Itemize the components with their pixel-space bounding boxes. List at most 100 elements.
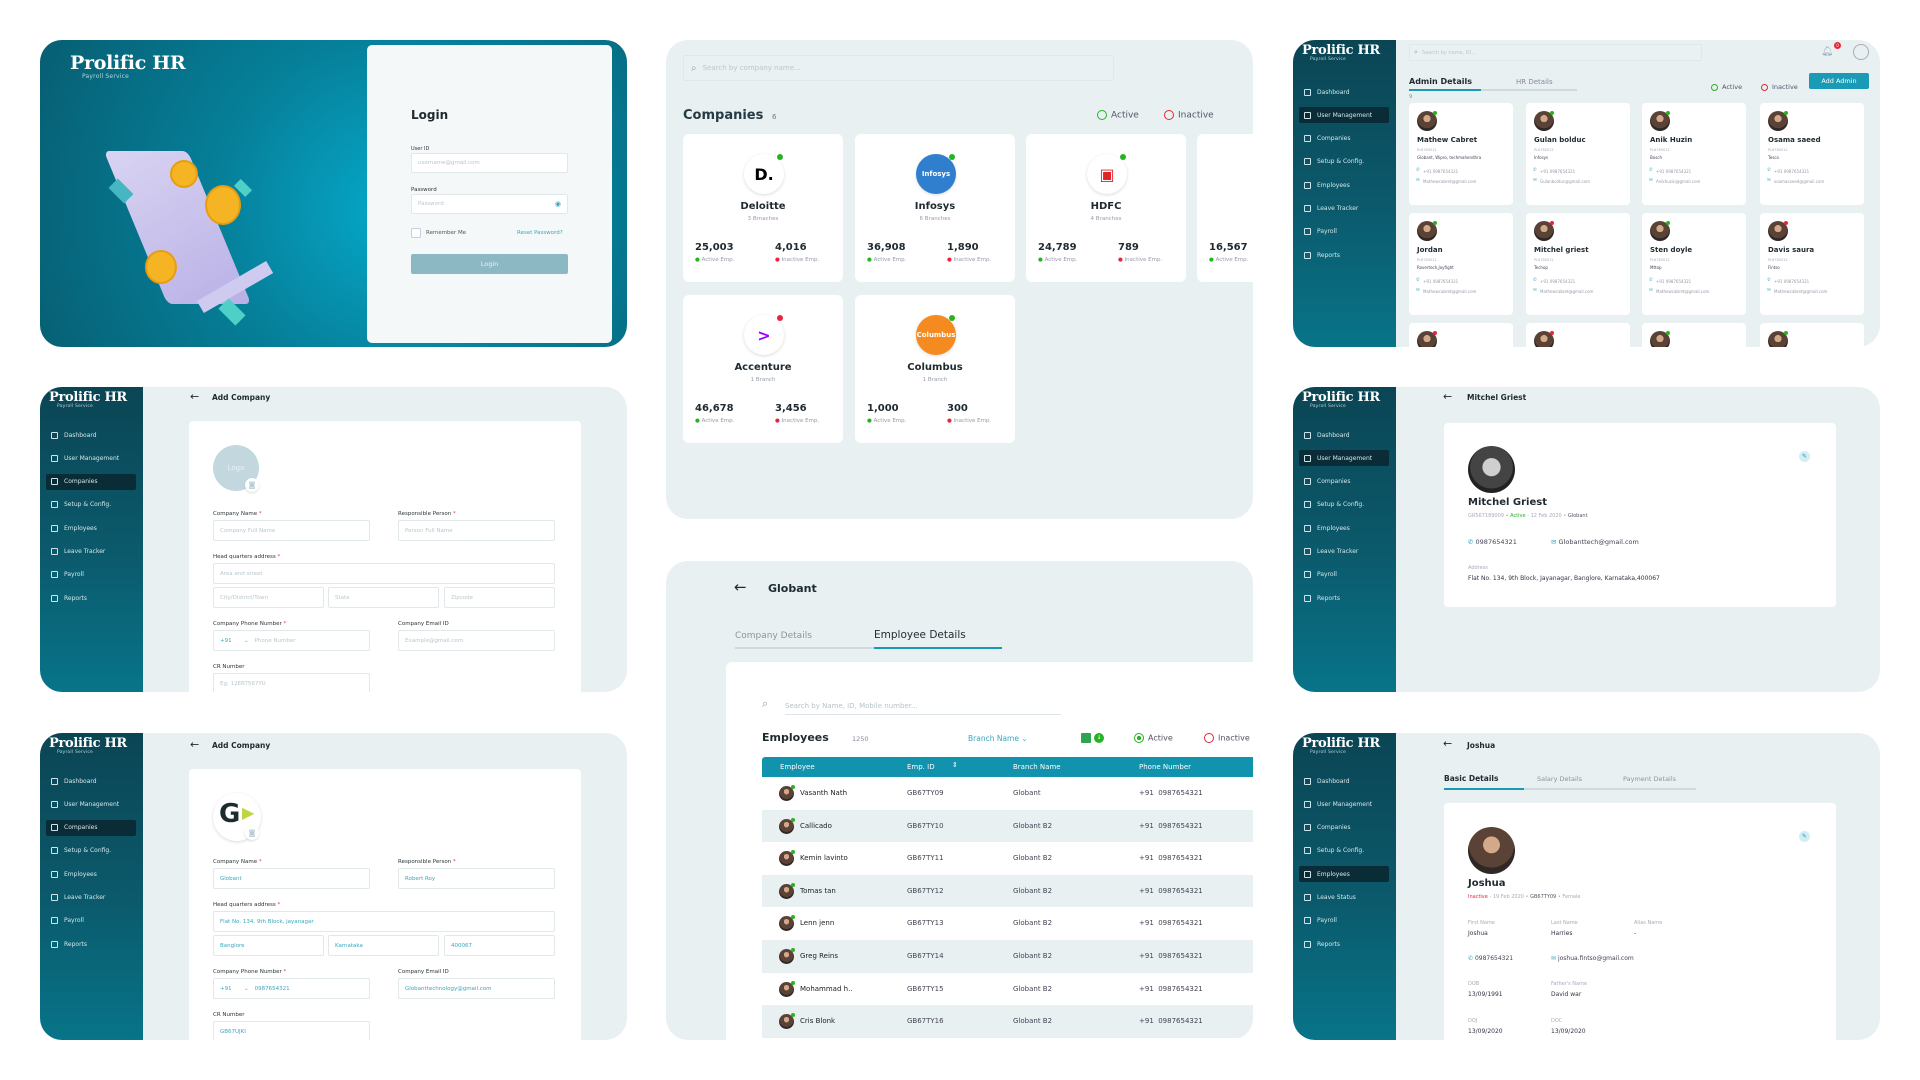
admin-card[interactable]: Gulan bolduc PL6780012 Infosys ✆ +91 0987654… [1526, 103, 1630, 205]
tab-admin-details[interactable]: Admin Details [1409, 77, 1473, 86]
table-row[interactable]: Tomas tan GB67TY12 Globant B2 +91 098765432… [762, 874, 1253, 908]
tab-payment-details[interactable]: Payment Details [1623, 775, 1677, 783]
back-arrow-icon[interactable]: ← [1443, 737, 1453, 750]
back-arrow-icon[interactable]: ← [1443, 390, 1453, 403]
sidebar-item-reports[interactable]: Reports [1299, 936, 1389, 952]
sidebar-item-leave-tracker[interactable]: Leave Tracker [1299, 201, 1389, 217]
table-row[interactable]: Callicado GB67TY10 Globant B2 +91 098765432… [762, 809, 1253, 843]
column-branch-name[interactable]: Branch Name [1013, 763, 1061, 771]
phone-input[interactable]: Phone Number [254, 637, 296, 644]
camera-icon[interactable]: ◙ [245, 478, 259, 492]
eye-icon[interactable]: ◉ [554, 200, 561, 208]
reset-password-link[interactable]: Reset Password? [517, 230, 563, 236]
table-row[interactable]: Vasanth Nath GB67TY09 Globant +91 098765432… [762, 777, 1253, 810]
employee-search-input[interactable]: Search by Name, ID, Mobile number... [785, 702, 1061, 715]
tab-company-details[interactable]: Company Details [735, 631, 812, 641]
admin-card[interactable]: Sten doyle PL6780012 Mttop ✆ +91 0987654321 ✉… [1642, 213, 1746, 315]
sidebar-item-payroll[interactable]: Payroll [1299, 567, 1389, 583]
sidebar-item-dashboard[interactable]: Dashboard [46, 773, 136, 789]
sidebar-item-payroll[interactable]: Payroll [1299, 224, 1389, 240]
filter-active[interactable]: Active [1097, 110, 1139, 121]
sidebar-item-user-management[interactable]: User Management [1299, 796, 1389, 812]
sidebar-item-leave-tracker[interactable]: Leave Tracker [46, 890, 136, 906]
sort-icon[interactable]: ⇕ [952, 761, 958, 769]
sidebar-item-dashboard[interactable]: Dashboard [1299, 773, 1389, 789]
table-row[interactable]: Mohammad h.. GB67TY15 Globant B2 +91 098765… [762, 972, 1253, 1006]
sidebar-item-companies[interactable]: Companies [1299, 820, 1389, 836]
branch-filter-dropdown[interactable]: Branch Name ⌄ [968, 734, 1028, 743]
sidebar-item-employees[interactable]: Employees [1299, 866, 1389, 883]
sidebar-item-payroll[interactable]: Payroll [1299, 913, 1389, 929]
admin-card[interactable] [1642, 323, 1746, 347]
phone-input[interactable]: 0987654321 [254, 985, 290, 992]
table-row[interactable]: Lenn jenn GB67TY13 Globant B2 +91 098765432… [762, 907, 1253, 940]
sidebar-item-dashboard[interactable]: Dashboard [46, 427, 136, 443]
table-row[interactable]: Greg Reins GB67TY14 Globant B2 +91 09876543… [762, 940, 1253, 973]
login-button[interactable]: Login [411, 254, 568, 274]
city-input[interactable]: City/District/Town [213, 587, 324, 608]
cr-number-input[interactable]: Eg: 12ERT567YU [213, 673, 370, 692]
back-arrow-icon[interactable]: ← [190, 738, 200, 751]
sidebar-item-user-management[interactable]: User Management [46, 450, 136, 466]
password-input[interactable]: Password ◉ [411, 194, 568, 214]
admin-card[interactable]: Mitchel griest PL6780012 Techop ✆ +91 098765… [1526, 213, 1630, 315]
country-code-select[interactable]: +91 [220, 637, 232, 644]
state-input[interactable]: Karnataka [328, 935, 439, 956]
sidebar-item-setup-config[interactable]: Setup & Config. [46, 497, 136, 513]
company-card[interactable]: ▣ HDFC 4 Branches 24,789 ● Active Emp. 789 ● I… [1026, 134, 1186, 282]
sidebar-item-setup-config[interactable]: Setup & Config. [1299, 843, 1389, 859]
column-emp-id[interactable]: Emp. ID [907, 763, 935, 771]
admin-card[interactable]: Jordan PL6780012 Rovertech,Joyfight ✆ +91 09… [1409, 213, 1513, 315]
tab-hr-details[interactable]: HR Details [1516, 78, 1553, 86]
download-icon[interactable]: ↓ [1094, 733, 1104, 743]
responsible-person-input[interactable]: Person Full Name [398, 520, 555, 541]
sidebar-item-setup-config[interactable]: Setup & Config. [1299, 497, 1389, 513]
company-card[interactable]: Infosys Infosys 6 Branches 36,908 ● Active E… [855, 134, 1015, 282]
profile-avatar-icon[interactable] [1853, 44, 1869, 60]
sidebar-item-user-management[interactable]: User Management [1299, 107, 1389, 124]
street-input[interactable]: Area and street [213, 563, 555, 584]
company-card[interactable]: > Accenture 1 Branch 46,678 ● Active Emp. 3,4… [683, 295, 843, 443]
sidebar-item-employees[interactable]: Employees [46, 520, 136, 536]
sidebar-item-reports[interactable]: Reports [46, 590, 136, 606]
add-admin-button[interactable]: Add Admin [1809, 73, 1869, 89]
state-input[interactable]: State [328, 587, 439, 608]
cr-number-input[interactable]: GB67UJKI [213, 1021, 370, 1040]
sidebar-item-leave-tracker[interactable]: Leave Tracker [1299, 544, 1389, 560]
edit-icon[interactable]: ✎ [1799, 451, 1810, 462]
sidebar-item-employees[interactable]: Employees [46, 866, 136, 882]
edit-icon[interactable]: ✎ [1799, 831, 1810, 842]
company-email-input[interactable]: Example@gmail.com [398, 630, 555, 651]
sidebar-item-setup-config[interactable]: Setup & Config. [1299, 154, 1389, 170]
city-input[interactable]: Banglore [213, 935, 324, 956]
sidebar-item-payroll[interactable]: Payroll [46, 913, 136, 929]
filter-active[interactable]: Active [1134, 733, 1173, 743]
back-arrow-icon[interactable]: ← [190, 390, 200, 403]
company-card[interactable]: D. Deloitte 3 Brnaches 25,003 ● Active Emp. 4… [683, 134, 843, 282]
sidebar-item-companies[interactable]: Companies [46, 819, 136, 836]
filter-active[interactable]: Active [1711, 83, 1742, 91]
admin-card[interactable] [1760, 323, 1864, 347]
company-card[interactable]: 16,567 ● Active Emp. [1197, 134, 1253, 282]
sidebar-item-payroll[interactable]: Payroll [46, 567, 136, 583]
tab-salary-details[interactable]: Salary Details [1537, 775, 1583, 783]
street-input[interactable]: Flat No. 134, 9th Block, jayanagar [213, 911, 555, 932]
user-id-input[interactable]: username@gmail.com [411, 153, 568, 173]
sidebar-item-setup-config[interactable]: Setup & Config. [46, 843, 136, 859]
sidebar-item-dashboard[interactable]: Dashboard [1299, 427, 1389, 443]
sidebar-item-companies[interactable]: Companies [1299, 131, 1389, 147]
admin-card[interactable]: Anik Huzin PL6780012 Bosch ✆ +91 0987654321 ✉… [1642, 103, 1746, 205]
table-row[interactable]: Cris Blonk GB67TY16 Globant B2 +91 09876543… [762, 1005, 1253, 1038]
tab-basic-details[interactable]: Basic Details [1444, 774, 1499, 783]
admin-card[interactable]: Mathew Cabret PL6780012 Globant, Wipro, te… [1409, 103, 1513, 205]
sidebar-item-employees[interactable]: Employees [1299, 177, 1389, 193]
sidebar-item-leave-tracker[interactable]: Leave Tracker [46, 544, 136, 560]
back-arrow-icon[interactable]: ← [734, 578, 747, 596]
sidebar-item-reports[interactable]: Reports [1299, 590, 1389, 606]
company-name-input[interactable]: Company Full Name [213, 520, 370, 541]
sidebar-item-reports[interactable]: Reports [1299, 247, 1389, 263]
tab-employee-details[interactable]: Employee Details [874, 629, 966, 641]
column-phone-number[interactable]: Phone Number [1139, 763, 1192, 771]
sidebar-item-companies[interactable]: Companies [1299, 474, 1389, 490]
admin-card[interactable]: Davis saura PL6780012 Fintso ✆ +91 098765432… [1760, 213, 1864, 315]
